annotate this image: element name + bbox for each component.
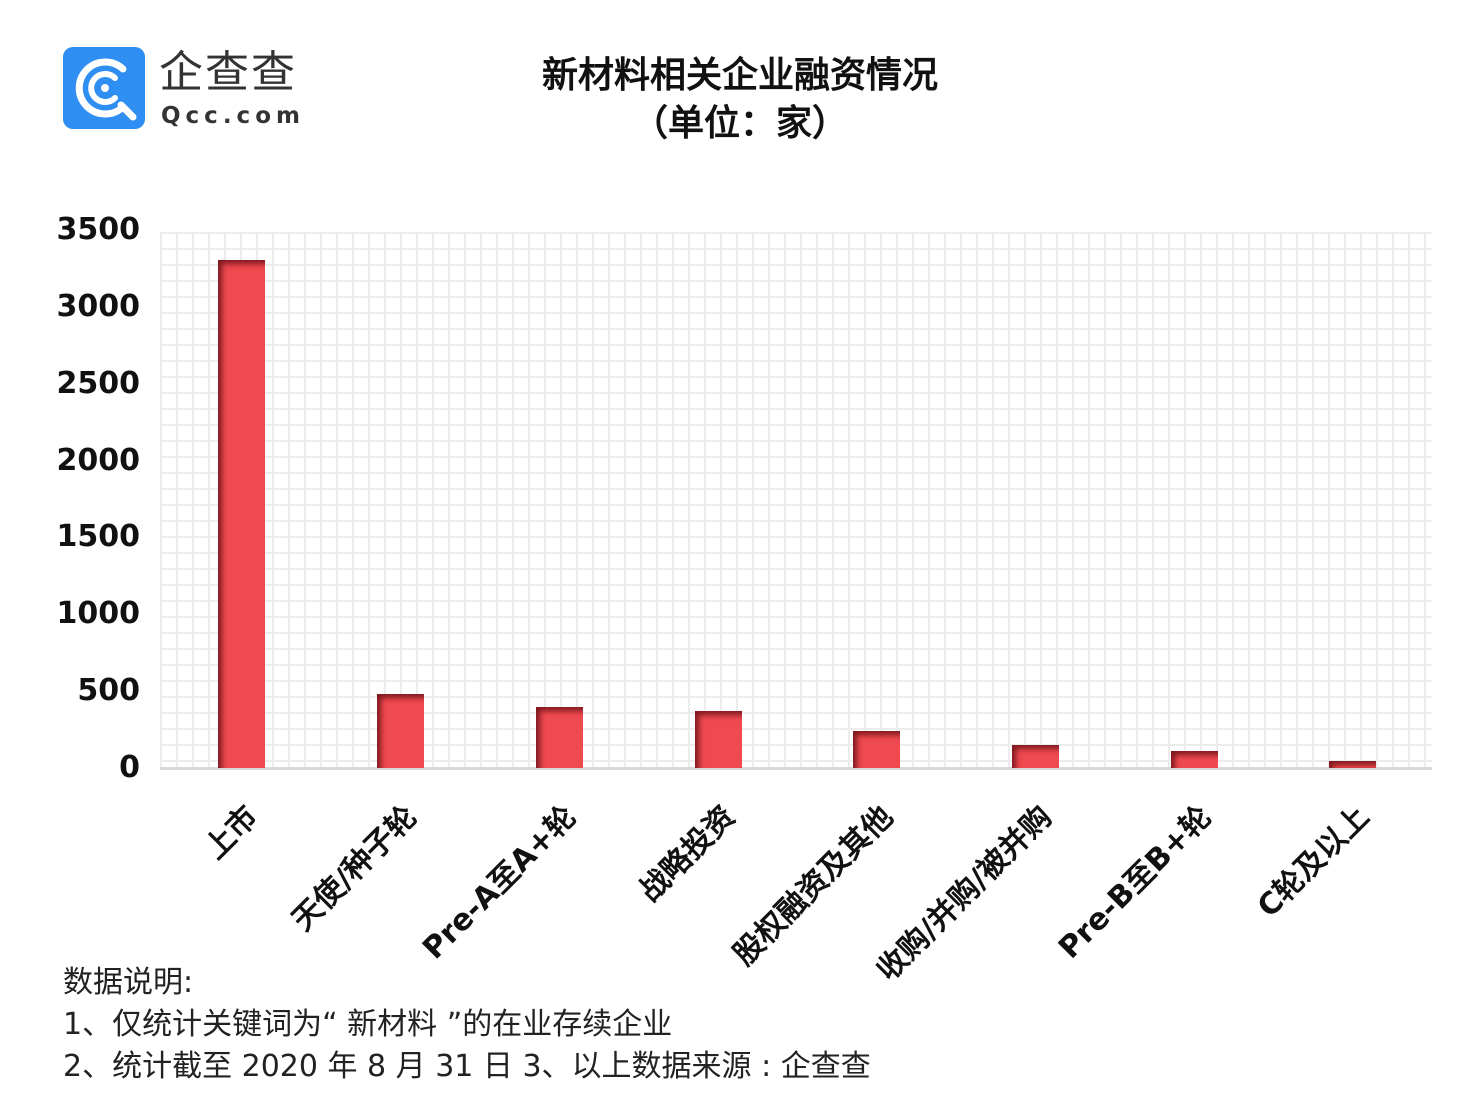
y-tick: 0 bbox=[119, 750, 140, 785]
bar bbox=[377, 694, 424, 768]
logo-en-text: Qcc.com bbox=[161, 103, 305, 129]
x-label: 收购/并购/被并购 bbox=[870, 799, 1060, 989]
chart-title-unit: （单位：家） bbox=[631, 103, 848, 144]
x-label: C轮及以上 bbox=[1250, 799, 1377, 925]
bar bbox=[1171, 751, 1218, 768]
bar bbox=[218, 259, 265, 768]
qcc-logo: 企查查 Qcc.com bbox=[63, 47, 313, 132]
y-tick: 2500 bbox=[56, 366, 141, 401]
x-label: Pre-A至A+轮 bbox=[416, 799, 584, 967]
x-axis-line bbox=[160, 767, 1432, 770]
y-tick: 1000 bbox=[56, 596, 141, 631]
y-tick: 3000 bbox=[56, 289, 141, 324]
chart-title: 新材料相关企业融资情况 （单位：家） bbox=[0, 52, 1481, 148]
x-label: Pre-B至B+轮 bbox=[1051, 799, 1219, 966]
notes-heading: 数据说明: bbox=[63, 965, 194, 1000]
notes-line-2: 2、统计截至 2020 年 8 月 31 日 3、以上数据来源 : 企查查 bbox=[63, 1049, 871, 1084]
logo-cn-text: 企查查 bbox=[159, 47, 297, 98]
data-notes: 数据说明: 1、仅统计关键词为“ 新材料 ”的在业存续企业 2、统计截至 202… bbox=[63, 962, 871, 1088]
x-label: 上市 bbox=[197, 799, 266, 867]
bar bbox=[695, 710, 742, 768]
x-label: 股权融资及其他 bbox=[726, 799, 901, 973]
x-label: 战略投资 bbox=[632, 799, 743, 909]
notes-line-1: 1、仅统计关键词为“ 新材料 ”的在业存续企业 bbox=[63, 1007, 673, 1042]
y-tick: 500 bbox=[77, 673, 140, 708]
x-label: 天使/种子轮 bbox=[285, 799, 425, 938]
bar bbox=[1329, 760, 1376, 768]
y-tick: 3500 bbox=[56, 212, 141, 247]
bar bbox=[853, 730, 900, 768]
bar bbox=[1012, 744, 1059, 768]
plot-area-grid bbox=[160, 232, 1432, 768]
chart-title-main: 新材料相关企业融资情况 bbox=[541, 55, 938, 96]
bar bbox=[536, 706, 583, 768]
y-tick: 1500 bbox=[56, 519, 141, 554]
qcc-logo-badge-icon bbox=[63, 47, 145, 129]
y-tick: 2000 bbox=[56, 443, 141, 478]
